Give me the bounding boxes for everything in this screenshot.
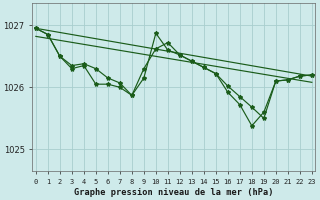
X-axis label: Graphe pression niveau de la mer (hPa): Graphe pression niveau de la mer (hPa) <box>74 188 274 197</box>
